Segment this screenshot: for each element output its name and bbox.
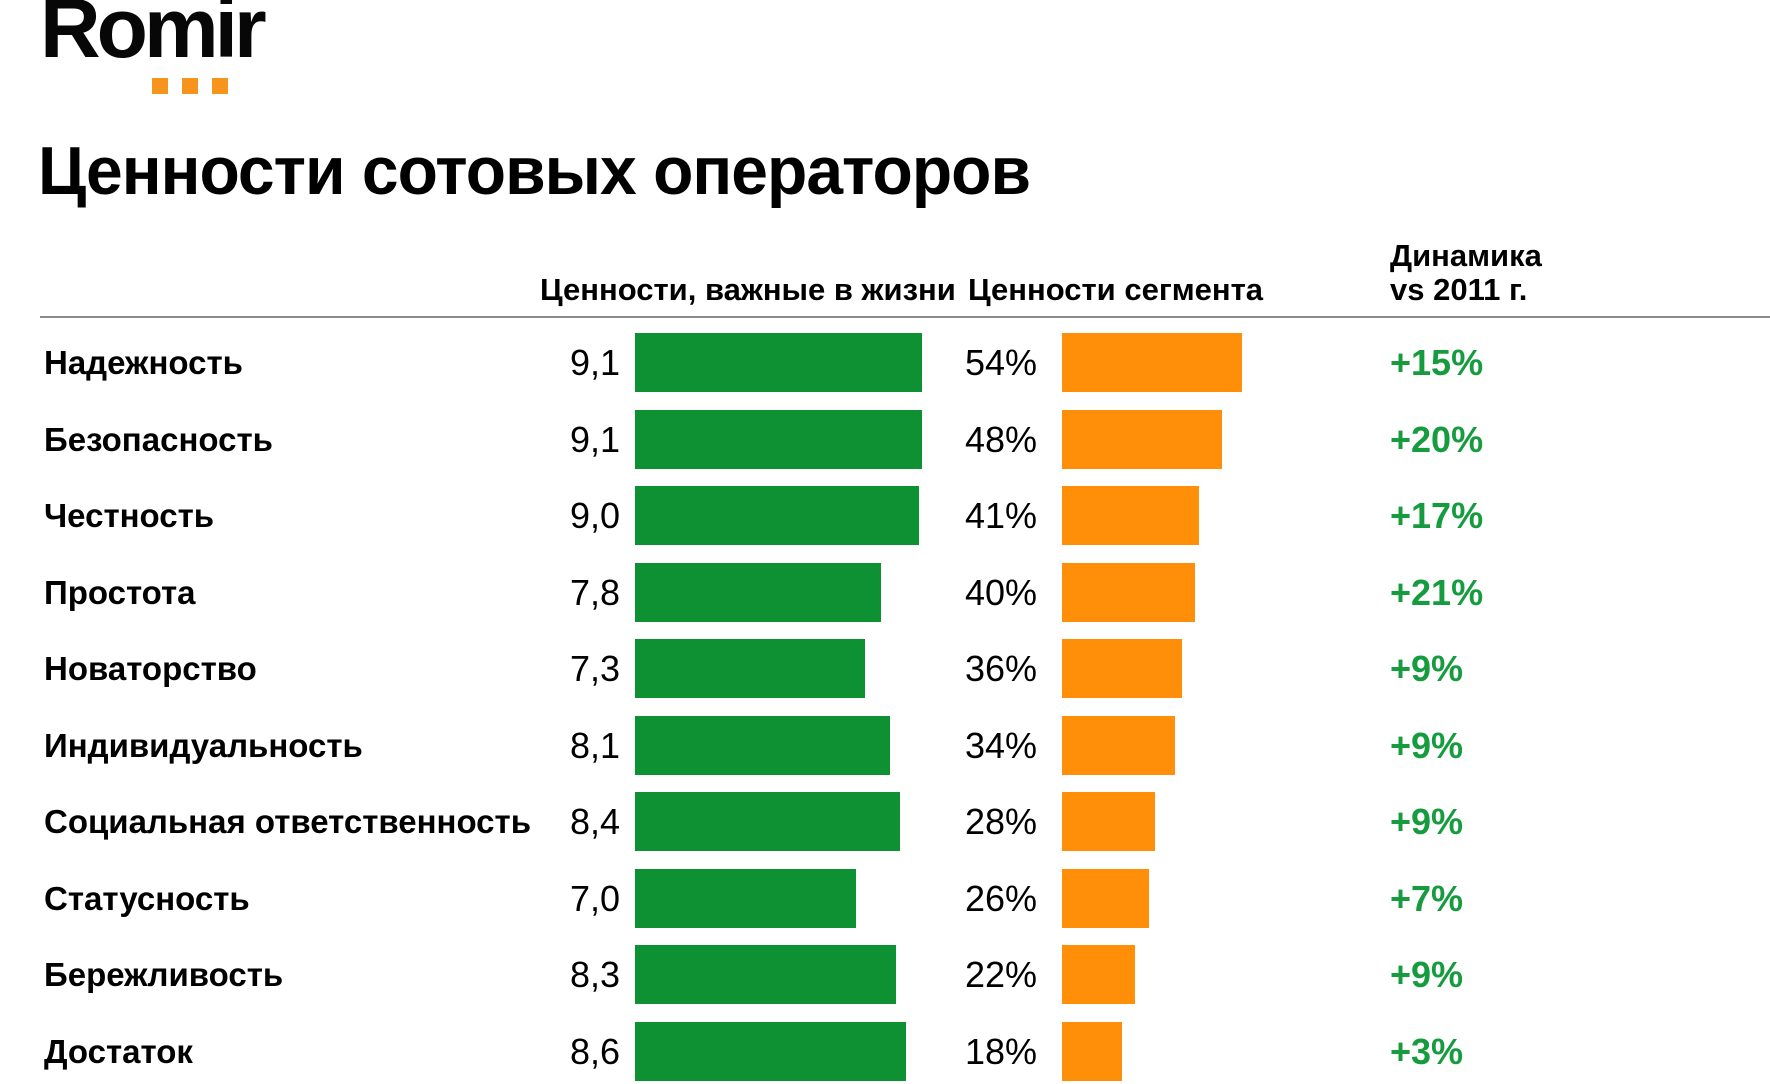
row-label: Достаток bbox=[44, 1033, 193, 1070]
row-label: Безопасность bbox=[44, 421, 273, 458]
life-score-bar bbox=[635, 792, 900, 851]
dynamics-value: +21% bbox=[1390, 572, 1484, 613]
dynamics-value: +9% bbox=[1390, 801, 1464, 842]
segment-value: 41% bbox=[964, 495, 1037, 536]
segment-value: 22% bbox=[964, 954, 1037, 995]
logo-dot-icon bbox=[152, 78, 168, 94]
row-label: Бережливость bbox=[44, 956, 284, 993]
segment-value: 36% bbox=[964, 648, 1037, 689]
table-row: Бережливость 8,3 22% +9% bbox=[0, 945, 1770, 1004]
row-label: Новаторство bbox=[44, 650, 257, 687]
column-header-dynamics-line1: Динамика bbox=[1390, 238, 1542, 273]
romir-logo-dots-icon bbox=[152, 78, 228, 94]
column-header-segment-values: Ценности сегмента bbox=[968, 272, 1264, 307]
dynamics-value: +20% bbox=[1390, 419, 1484, 460]
dynamics-value: +9% bbox=[1390, 725, 1464, 766]
segment-bar bbox=[1062, 945, 1135, 1004]
life-score-bar bbox=[635, 869, 856, 928]
segment-value: 48% bbox=[964, 419, 1037, 460]
table-row: Честность 9,0 41% +17% bbox=[0, 486, 1770, 545]
life-score-value: 9,1 bbox=[569, 419, 620, 460]
dynamics-value: +17% bbox=[1390, 495, 1484, 536]
table-row: Статусность 7,0 26% +7% bbox=[0, 869, 1770, 928]
dynamics-value: +15% bbox=[1390, 342, 1484, 383]
row-label: Социальная ответственность bbox=[44, 803, 531, 840]
segment-bar bbox=[1062, 333, 1242, 392]
life-score-value: 7,0 bbox=[569, 878, 620, 919]
life-score-value: 8,4 bbox=[569, 801, 620, 842]
dynamics-value: +7% bbox=[1390, 878, 1464, 919]
segment-bar bbox=[1062, 486, 1199, 545]
life-score-value: 7,8 bbox=[569, 572, 620, 613]
table-row: Простота 7,8 40% +21% bbox=[0, 563, 1770, 622]
table-row: Социальная ответственность 8,4 28% +9% bbox=[0, 792, 1770, 851]
segment-value: 40% bbox=[964, 572, 1037, 613]
header-divider bbox=[40, 316, 1770, 318]
life-score-bar bbox=[635, 486, 919, 545]
table-row: Новаторство 7,3 36% +9% bbox=[0, 639, 1770, 698]
life-score-bar bbox=[635, 333, 922, 392]
row-label: Надежность bbox=[44, 344, 243, 381]
dynamics-value: +3% bbox=[1390, 1031, 1464, 1072]
segment-bar bbox=[1062, 869, 1149, 928]
row-label: Индивидуальность bbox=[44, 727, 363, 764]
table-row: Безопасность 9,1 48% +20% bbox=[0, 410, 1770, 469]
life-score-value: 9,1 bbox=[569, 342, 620, 383]
segment-value: 26% bbox=[964, 878, 1037, 919]
page-title: Ценности сотовых операторов bbox=[38, 133, 1031, 209]
segment-bar bbox=[1062, 410, 1222, 469]
life-score-bar bbox=[635, 716, 890, 775]
life-score-value: 8,3 bbox=[569, 954, 620, 995]
life-score-bar bbox=[635, 410, 922, 469]
segment-value: 54% bbox=[964, 342, 1037, 383]
segment-bar bbox=[1062, 563, 1195, 622]
row-label: Честность bbox=[44, 497, 215, 534]
segment-value: 34% bbox=[964, 725, 1037, 766]
segment-value: 28% bbox=[964, 801, 1037, 842]
life-score-value: 7,3 bbox=[569, 648, 620, 689]
life-score-bar bbox=[635, 1022, 906, 1081]
table-row: Индивидуальность 8,1 34% +9% bbox=[0, 716, 1770, 775]
life-score-value: 8,1 bbox=[569, 725, 620, 766]
segment-bar bbox=[1062, 716, 1175, 775]
romir-logo: Romir bbox=[40, 0, 267, 94]
column-header-life-values: Ценности, важные в жизни bbox=[540, 272, 956, 307]
life-score-bar bbox=[635, 639, 865, 698]
row-label: Простота bbox=[44, 574, 196, 611]
life-score-value: 8,6 bbox=[569, 1031, 620, 1072]
romir-logo-text: Romir bbox=[40, 0, 267, 75]
table-row: Надежность 9,1 54% +15% bbox=[0, 333, 1770, 392]
life-score-value: 9,0 bbox=[569, 495, 620, 536]
segment-bar bbox=[1062, 1022, 1122, 1081]
dynamics-value: +9% bbox=[1390, 648, 1464, 689]
segment-bar bbox=[1062, 639, 1182, 698]
row-label: Статусность bbox=[44, 880, 250, 917]
segment-value: 18% bbox=[964, 1031, 1037, 1072]
dynamics-value: +9% bbox=[1390, 954, 1464, 995]
life-score-bar bbox=[635, 945, 896, 1004]
segment-bar bbox=[1062, 792, 1155, 851]
life-score-bar bbox=[635, 563, 881, 622]
logo-dot-icon bbox=[212, 78, 228, 94]
column-header-dynamics-line2: vs 2011 г. bbox=[1390, 272, 1528, 307]
logo-dot-icon bbox=[182, 78, 198, 94]
table-row: Достаток 8,6 18% +3% bbox=[0, 1022, 1770, 1081]
column-header-dynamics: Динамика vs 2011 г. bbox=[1390, 239, 1542, 307]
